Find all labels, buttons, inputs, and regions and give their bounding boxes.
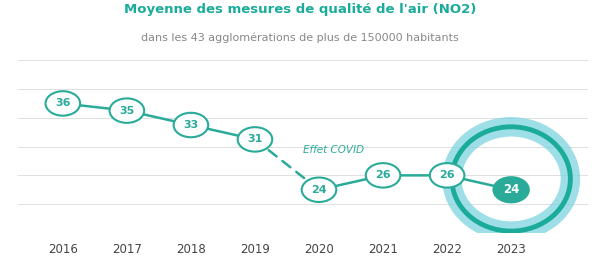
Text: 26: 26 — [375, 170, 391, 180]
Text: 26: 26 — [439, 170, 455, 180]
Text: Moyenne des mesures de qualité de l'air (NO2): Moyenne des mesures de qualité de l'air … — [124, 3, 476, 16]
Text: Effet COVID: Effet COVID — [303, 145, 364, 155]
Text: 24: 24 — [503, 183, 520, 196]
Ellipse shape — [110, 98, 144, 123]
Text: 36: 36 — [55, 98, 71, 109]
Text: 24: 24 — [311, 185, 327, 195]
Ellipse shape — [238, 127, 272, 152]
Ellipse shape — [302, 178, 337, 202]
Ellipse shape — [46, 91, 80, 116]
Text: 33: 33 — [183, 120, 199, 130]
Ellipse shape — [173, 113, 208, 137]
Text: 35: 35 — [119, 106, 134, 116]
Ellipse shape — [366, 163, 400, 188]
Ellipse shape — [494, 178, 529, 202]
Ellipse shape — [430, 163, 464, 188]
Text: 31: 31 — [247, 135, 263, 144]
Text: dans les 43 agglomérations de plus de 150000 habitants: dans les 43 agglomérations de plus de 15… — [141, 33, 459, 43]
